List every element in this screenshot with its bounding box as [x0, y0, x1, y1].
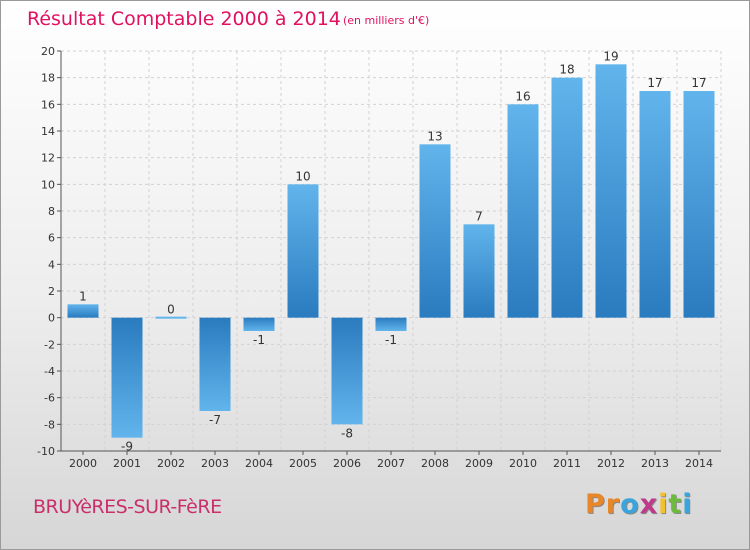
- value-label: 19: [603, 49, 618, 63]
- value-label: -9: [121, 440, 133, 454]
- bar: [243, 317, 275, 331]
- logo-letter: o: [620, 489, 640, 520]
- y-tick-label: 18: [41, 72, 55, 85]
- value-label: 17: [691, 76, 706, 90]
- value-label: -1: [253, 333, 265, 347]
- logo-letter: i: [682, 489, 693, 520]
- chart-unit: (en milliers d'€): [343, 14, 430, 27]
- bar: [67, 304, 99, 318]
- bar: [639, 91, 671, 318]
- y-tick-label: 4: [48, 258, 55, 271]
- bar: [111, 317, 143, 438]
- value-label: 0: [167, 303, 175, 317]
- x-tick-label: 2006: [333, 457, 361, 470]
- proxiti-logo[interactable]: Proxiti: [585, 489, 693, 520]
- x-tick-label: 2003: [201, 457, 229, 470]
- y-tick-label: 12: [41, 152, 55, 165]
- x-tick-label: 2000: [69, 457, 97, 470]
- x-tick-label: 2013: [641, 457, 669, 470]
- y-tick-label: 14: [41, 125, 55, 138]
- x-tick-label: 2010: [509, 457, 537, 470]
- value-label: 17: [647, 76, 662, 90]
- x-tick-label: 2005: [289, 457, 317, 470]
- logo-letter: x: [639, 489, 659, 520]
- grid-lines: [60, 50, 722, 452]
- y-tick-label: 2: [48, 285, 55, 298]
- x-tick-label: 2004: [245, 457, 273, 470]
- y-tick-label: -6: [44, 392, 55, 405]
- x-tick-label: 2008: [421, 457, 449, 470]
- x-tick-label: 2007: [377, 457, 405, 470]
- logo-letter: t: [668, 489, 683, 520]
- value-label: -8: [341, 426, 353, 440]
- bar: [463, 224, 495, 318]
- bar: [683, 91, 715, 318]
- y-tick-label: 8: [48, 205, 55, 218]
- y-tick-label: -8: [44, 418, 55, 431]
- bar: [551, 77, 583, 318]
- y-tick-label: 6: [48, 232, 55, 245]
- bar: [375, 317, 407, 331]
- x-tick-label: 2014: [685, 457, 713, 470]
- logo-letter: r: [605, 489, 621, 520]
- chart-title: Résultat Comptable 2000 à 2014: [27, 8, 341, 30]
- x-tick-label: 2012: [597, 457, 625, 470]
- bar: [199, 317, 231, 411]
- y-tick-label: -10: [37, 445, 55, 458]
- value-label: -7: [209, 413, 221, 427]
- y-tick-label: 20: [41, 45, 55, 58]
- logo-letter: P: [585, 489, 606, 520]
- y-tick-label: 10: [41, 178, 55, 191]
- bar: [419, 144, 451, 318]
- logo-letter: i: [658, 489, 669, 520]
- x-tick-label: 2011: [553, 457, 581, 470]
- value-label: 16: [515, 89, 530, 103]
- axes: [57, 50, 721, 455]
- value-labels: 1 -9 0 -7 -1 10 -8 -1 13 7 16 18 19 17 17: [79, 49, 706, 453]
- value-label: 7: [475, 209, 483, 223]
- x-tick-label: 2002: [157, 457, 185, 470]
- bar: [331, 317, 363, 425]
- bar: [155, 316, 187, 319]
- bar: [287, 184, 319, 318]
- y-tick-label: -4: [44, 365, 55, 378]
- value-label: 1: [79, 289, 87, 303]
- value-label: 13: [427, 129, 442, 143]
- y-tick-label: -2: [44, 338, 55, 351]
- value-label: 10: [295, 169, 310, 183]
- y-tick-label: 16: [41, 98, 55, 111]
- value-label: -1: [385, 333, 397, 347]
- x-tick-label: 2009: [465, 457, 493, 470]
- x-tick-label: 2001: [113, 457, 141, 470]
- commune-name: BRUYèRES-SUR-FèRE: [33, 496, 222, 518]
- bar: [595, 64, 627, 318]
- bars: [67, 64, 715, 438]
- value-label: 18: [559, 63, 574, 77]
- bar: [507, 104, 539, 318]
- y-tick-label: 0: [48, 312, 55, 325]
